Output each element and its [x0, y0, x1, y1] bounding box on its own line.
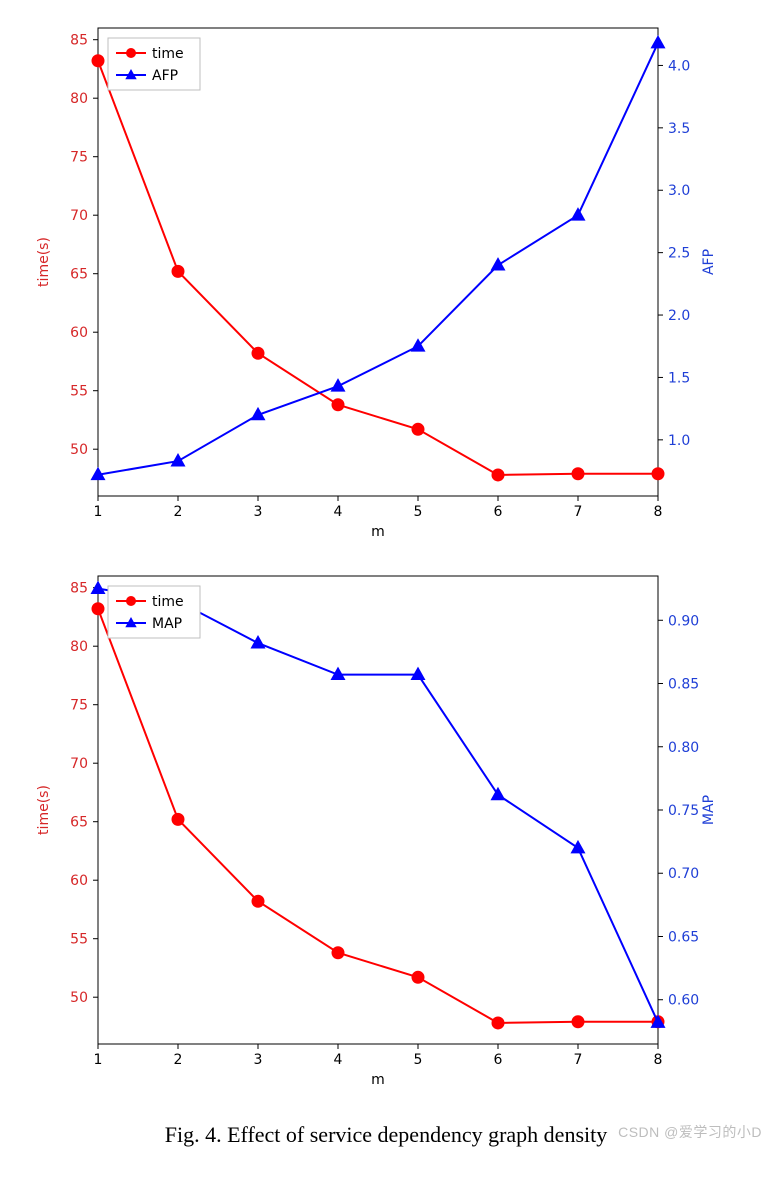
marker-triangle [171, 454, 184, 466]
yright-tick-label: 0.75 [668, 803, 699, 819]
series-line-map [98, 589, 658, 1023]
yleft-tick-label: 60 [70, 325, 88, 341]
chart-top: 1 2 3 4 5 6 7 8 m 50 55 60 65 70 75 80 85 time(s) 1.0 1.5 2.… [36, 28, 717, 540]
marker-circle [572, 468, 584, 480]
yright-tick-label: 1.5 [668, 370, 690, 386]
yleft-tick-label: 85 [70, 581, 88, 597]
figure-svg: 12345678m5055606570758085time(s)1.01.52.… [0, 0, 772, 1094]
x-tick-label: 8 [654, 504, 663, 520]
legend-marker-circle [126, 48, 136, 58]
yleft-tick-label: 75 [70, 150, 88, 166]
x-tick-label: 3 [254, 1052, 263, 1068]
yright-tick-label: 0.90 [668, 613, 699, 629]
legend-label: MAP [152, 616, 182, 632]
yleft-tick-label: 55 [70, 384, 88, 400]
marker-triangle [651, 36, 664, 48]
marker-circle [92, 55, 104, 67]
marker-circle [412, 423, 424, 435]
figure-container: 12345678m5055606570758085time(s)1.01.52.… [0, 0, 772, 1148]
yleft-tick-label: 85 [70, 33, 88, 49]
marker-triangle [571, 208, 584, 220]
yleft-tick-label: 65 [70, 267, 88, 283]
yleft-tick-label: 70 [70, 756, 88, 772]
x-tick-label: 3 [254, 504, 263, 520]
x-tick-label: 6 [494, 504, 503, 520]
yright-tick-label: 0.70 [668, 866, 699, 882]
chart-bottom: 1 2 3 4 5 6 7 8 m 50 55 60 65 70 75 80 85 time(s) 0.60 0.65… [36, 576, 717, 1088]
x-tick-label: 7 [574, 1052, 583, 1068]
x-tick-label: 2 [174, 1052, 183, 1068]
marker-circle [172, 265, 184, 277]
yright-tick-label: 0.60 [668, 993, 699, 1009]
marker-circle [332, 947, 344, 959]
yright-tick-label: 0.80 [668, 740, 699, 756]
yright-tick-label: 4.0 [668, 58, 690, 74]
yleft-tick-label: 50 [70, 442, 88, 458]
x-axis-label: m [371, 524, 385, 540]
yleft-tick-label: 55 [70, 932, 88, 948]
yleft-tick-label: 50 [70, 990, 88, 1006]
marker-circle [172, 813, 184, 825]
yright-tick-label: 3.0 [668, 183, 690, 199]
yleft-tick-label: 80 [70, 91, 88, 107]
marker-circle [492, 1017, 504, 1029]
yleft-axis-label: time(s) [36, 785, 52, 835]
yright-tick-label: 2.5 [668, 246, 690, 262]
marker-circle [92, 603, 104, 615]
marker-triangle [491, 258, 504, 270]
x-tick-label: 2 [174, 504, 183, 520]
yright-tick-label: 2.0 [668, 308, 690, 324]
marker-circle [492, 469, 504, 481]
legend-marker-circle [126, 596, 136, 606]
yleft-tick-label: 70 [70, 208, 88, 224]
watermark-text: CSDN @爱学习的小D [618, 1122, 762, 1142]
marker-circle [332, 399, 344, 411]
marker-circle [652, 468, 664, 480]
marker-circle [252, 347, 264, 359]
marker-triangle [571, 841, 584, 853]
x-tick-label: 5 [414, 504, 423, 520]
legend-label: AFP [152, 68, 178, 84]
x-tick-label: 7 [574, 504, 583, 520]
plot-frame [98, 28, 658, 496]
x-tick-label: 5 [414, 1052, 423, 1068]
x-axis-label: m [371, 1072, 385, 1088]
x-tick-label: 8 [654, 1052, 663, 1068]
yright-tick-label: 0.85 [668, 677, 699, 693]
marker-triangle [411, 668, 424, 680]
yright-tick-label: 3.5 [668, 121, 690, 137]
x-tick-label: 4 [334, 504, 343, 520]
yleft-tick-label: 65 [70, 815, 88, 831]
yright-tick-label: 1.0 [668, 433, 690, 449]
marker-circle [572, 1016, 584, 1028]
yright-tick-label: 0.65 [668, 929, 699, 945]
marker-circle [252, 895, 264, 907]
yleft-tick-label: 75 [70, 698, 88, 714]
x-tick-label: 1 [94, 504, 103, 520]
x-tick-label: 6 [494, 1052, 503, 1068]
marker-circle [412, 971, 424, 983]
x-tick-label: 4 [334, 1052, 343, 1068]
plot-frame [98, 576, 658, 1044]
x-tick-label: 1 [94, 1052, 103, 1068]
marker-triangle [251, 636, 264, 648]
yright-axis-label: AFP [701, 249, 717, 275]
yleft-tick-label: 60 [70, 873, 88, 889]
yleft-axis-label: time(s) [36, 237, 52, 287]
legend-label: time [152, 46, 184, 62]
yright-axis-label: MAP [701, 795, 717, 825]
yleft-tick-label: 80 [70, 639, 88, 655]
legend-label: time [152, 594, 184, 610]
marker-triangle [331, 379, 344, 391]
series-line-afp [98, 43, 658, 475]
